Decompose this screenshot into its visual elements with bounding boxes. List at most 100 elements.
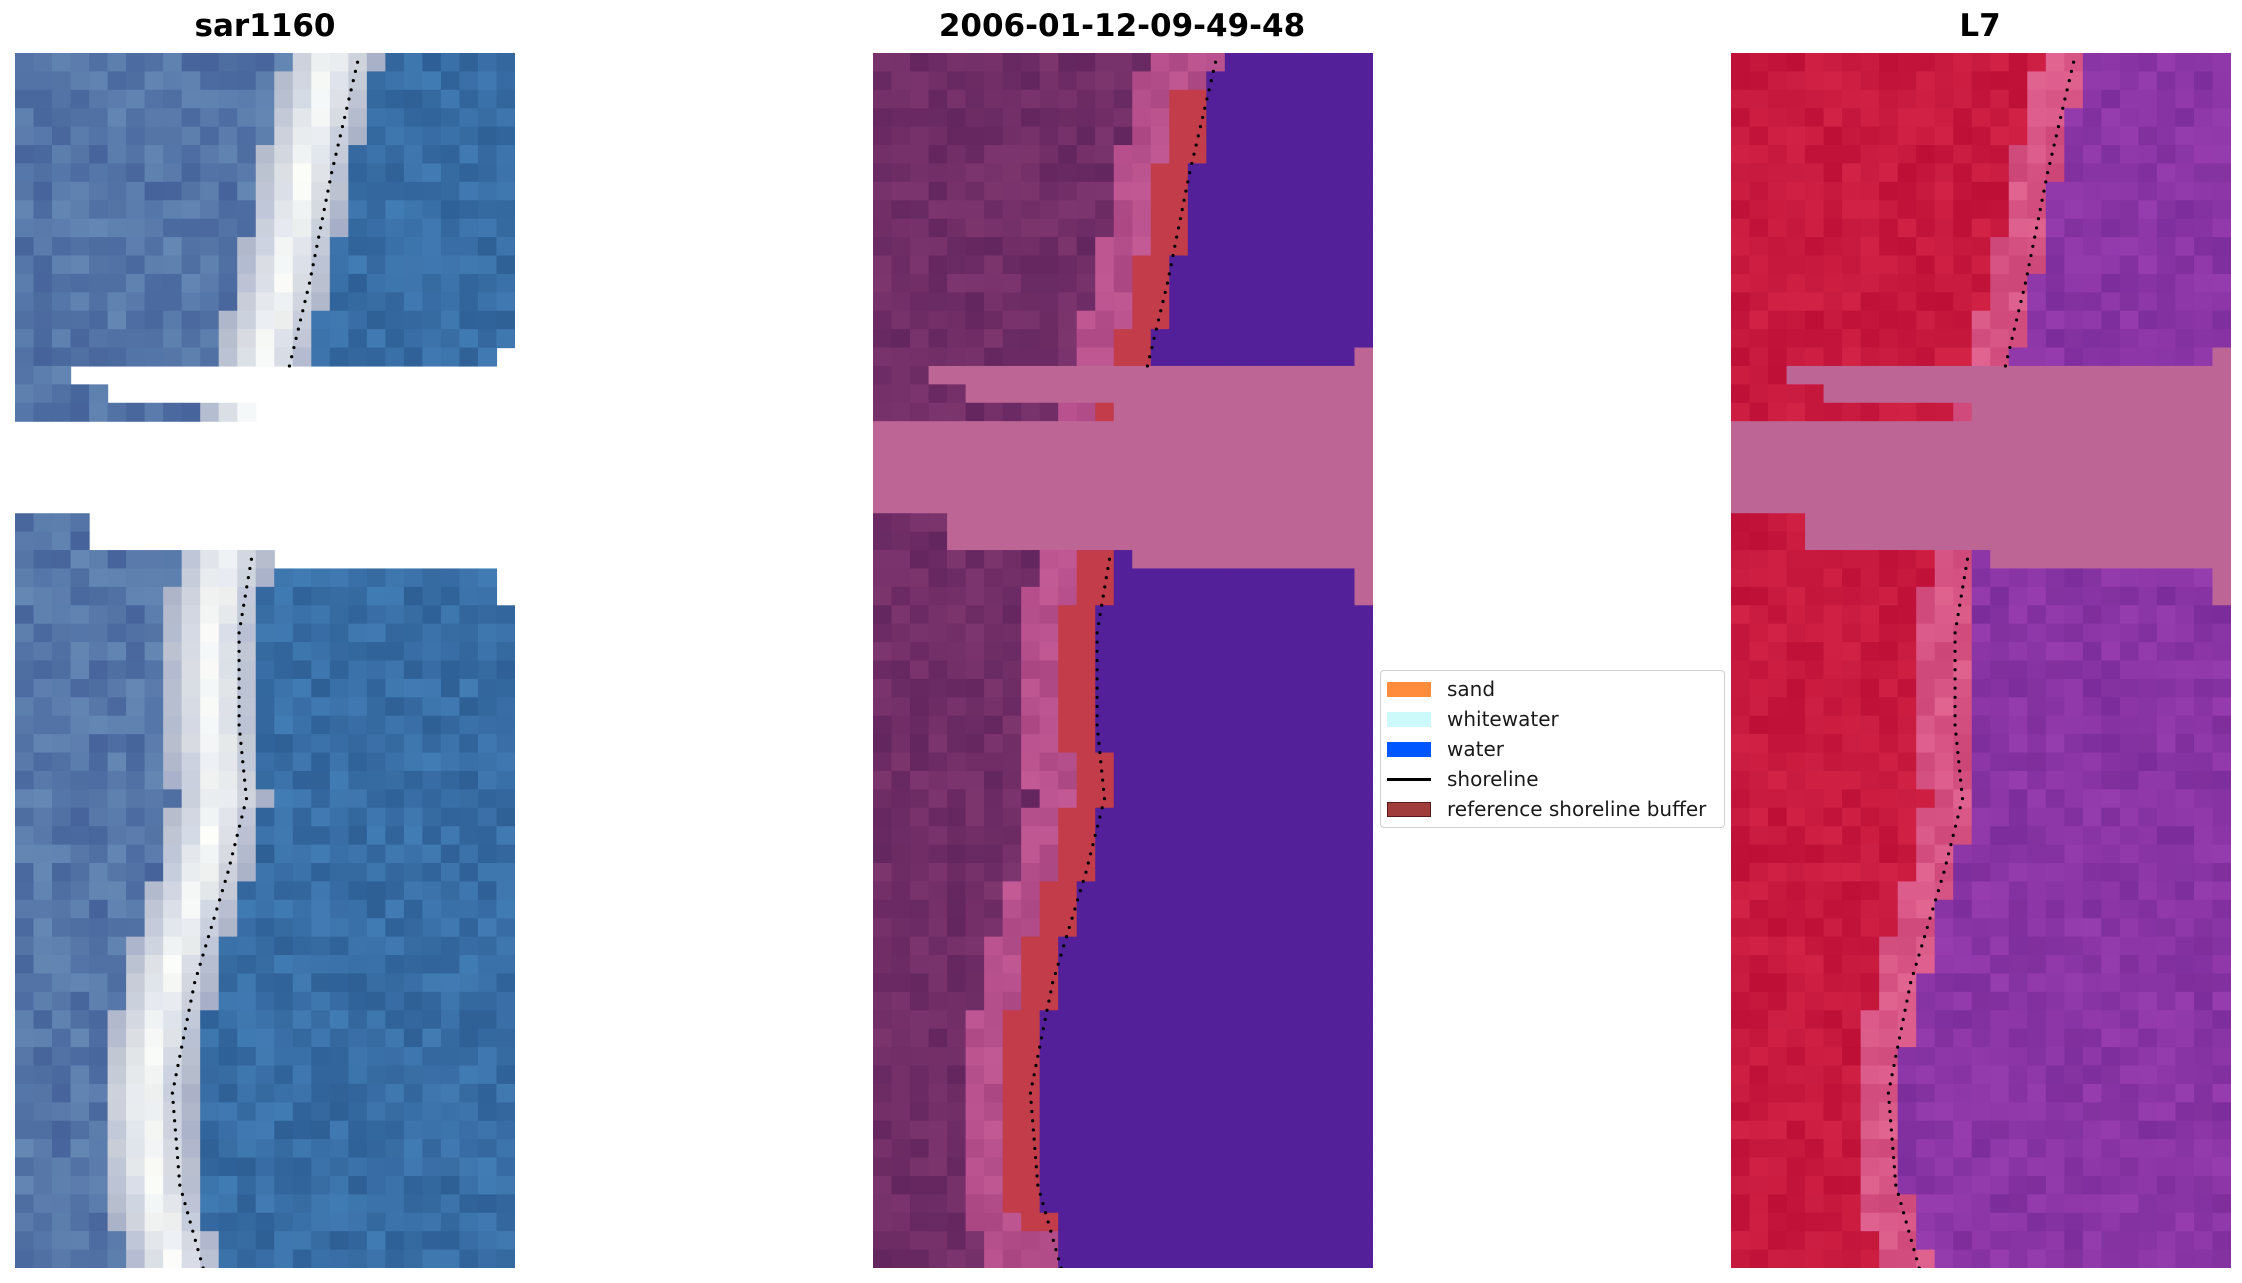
image-pixel	[274, 863, 294, 883]
image-pixel	[385, 292, 405, 312]
image-pixel	[52, 71, 72, 91]
shoreline-point	[1043, 1211, 1048, 1215]
image-pixel	[292, 715, 312, 735]
image-pixel	[910, 347, 930, 367]
shoreline-point	[176, 1165, 180, 1169]
image-pixel	[2193, 550, 2214, 570]
image-pixel	[2156, 439, 2177, 459]
image-pixel	[163, 292, 183, 312]
image-pixel	[2212, 163, 2231, 183]
image-pixel	[70, 126, 90, 146]
image-pixel	[1261, 734, 1282, 754]
image-pixel	[2156, 126, 2177, 146]
image-pixel	[1335, 568, 1356, 588]
image-pixel	[873, 255, 893, 275]
image-pixel	[984, 660, 1004, 680]
image-pixel	[329, 1120, 349, 1140]
image-pixel	[1786, 863, 1806, 883]
image-pixel	[70, 71, 90, 91]
image-pixel	[1354, 384, 1373, 404]
image-pixel	[1860, 458, 1880, 478]
image-pixel	[1150, 255, 1170, 275]
image-pixel	[422, 329, 442, 349]
image-pixel	[910, 200, 930, 220]
image-pixel	[422, 347, 442, 367]
image-pixel	[144, 1175, 164, 1195]
image-pixel	[2138, 697, 2158, 717]
image-pixel	[947, 918, 967, 938]
image-pixel	[163, 347, 183, 367]
image-pixel	[1206, 844, 1226, 864]
image-pixel	[1354, 1194, 1373, 1214]
image-pixel	[1095, 770, 1115, 790]
image-pixel	[1187, 531, 1207, 551]
image-pixel	[2008, 421, 2028, 441]
image-pixel	[126, 586, 146, 606]
shoreline-point	[193, 1238, 197, 1242]
image-pixel	[1916, 237, 1936, 257]
image-pixel	[218, 715, 238, 735]
image-pixel	[366, 1175, 386, 1195]
image-pixel	[255, 918, 275, 938]
image-pixel	[1990, 365, 2010, 385]
image-pixel	[237, 826, 257, 846]
image-pixel	[144, 697, 164, 717]
image-pixel	[255, 770, 275, 790]
image-pixel	[1187, 310, 1207, 330]
image-pixel	[2119, 752, 2140, 772]
image-pixel	[2119, 145, 2140, 165]
image-pixel	[1150, 329, 1170, 349]
image-pixel	[1749, 126, 1769, 146]
image-pixel	[965, 513, 985, 533]
image-pixel	[1916, 697, 1936, 717]
image-pixel	[2193, 218, 2214, 238]
image-pixel	[1934, 310, 1954, 330]
image-pixel	[385, 678, 405, 698]
image-pixel	[1058, 678, 1078, 698]
image-pixel	[1002, 715, 1022, 735]
image-pixel	[2082, 71, 2102, 91]
image-pixel	[237, 623, 257, 643]
image-pixel	[1971, 734, 1991, 754]
image-pixel	[477, 145, 498, 165]
shoreline-point	[1059, 1266, 1063, 1268]
image-pixel	[163, 145, 183, 165]
image-pixel	[928, 531, 948, 551]
image-pixel	[1731, 513, 1751, 533]
image-pixel	[1731, 1010, 1751, 1030]
image-pixel	[1076, 1120, 1096, 1140]
image-pixel	[1916, 826, 1936, 846]
image-pixel	[1354, 218, 1373, 238]
image-pixel	[2027, 752, 2047, 772]
image-pixel	[1990, 770, 2010, 790]
image-pixel	[1298, 237, 1319, 257]
image-pixel	[366, 1194, 386, 1214]
image-pixel	[1897, 1028, 1917, 1048]
image-pixel	[274, 1047, 294, 1067]
image-pixel	[1731, 71, 1751, 91]
image-pixel	[1971, 145, 1991, 165]
image-pixel	[1261, 181, 1282, 201]
image-pixel	[1916, 752, 1936, 772]
image-pixel	[1261, 513, 1282, 533]
image-pixel	[107, 881, 127, 901]
image-pixel	[274, 1194, 294, 1214]
image-pixel	[366, 1102, 386, 1122]
image-pixel	[1169, 292, 1189, 312]
image-pixel	[144, 126, 164, 146]
image-pixel	[2027, 365, 2047, 385]
image-pixel	[1768, 881, 1788, 901]
shoreline-point	[1201, 115, 1205, 120]
image-pixel	[965, 145, 985, 165]
image-pixel	[274, 218, 294, 238]
image-pixel	[2064, 476, 2084, 496]
image-pixel	[1860, 71, 1880, 91]
image-pixel	[2175, 844, 2195, 864]
image-pixel	[2027, 770, 2047, 790]
image-pixel	[1731, 697, 1751, 717]
image-pixel	[1261, 402, 1282, 422]
image-pixel	[984, 697, 1004, 717]
image-pixel	[237, 973, 257, 993]
image-pixel	[2193, 181, 2214, 201]
image-pixel	[1786, 181, 1806, 201]
